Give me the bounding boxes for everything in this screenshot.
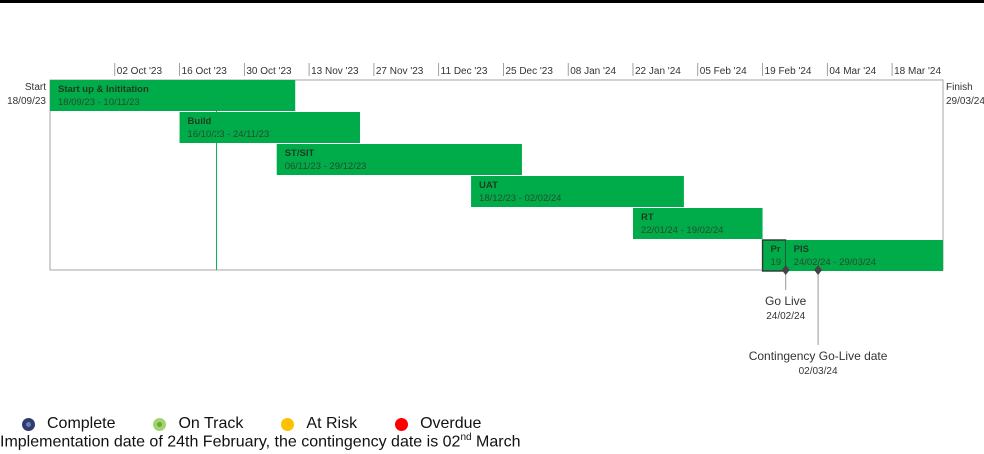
tick-label: 22 Jan '24	[635, 66, 681, 77]
legend-item-complete: Complete	[22, 415, 115, 433]
legend-item-overdue: Overdue	[395, 415, 481, 433]
task-name: Pr	[771, 244, 781, 255]
task-dates: 19	[771, 257, 782, 268]
tick-label: 08 Jan '24	[570, 66, 616, 77]
implementation-note: Implementation date of 24th February, th…	[0, 432, 520, 451]
start-date: 18/09/23	[7, 96, 46, 107]
at-risk-dot-icon	[281, 417, 295, 431]
tick-label: 05 Feb '24	[700, 66, 747, 77]
complete-dot-icon	[22, 417, 35, 431]
task-dates: 24/02/24 - 29/03/24	[794, 257, 876, 268]
finish-date: 29/03/24	[946, 96, 984, 107]
task-dates: 06/11/23 - 29/12/23	[285, 161, 367, 172]
task-name: Start up & Inititation	[58, 84, 149, 95]
task-dates: 22/01/24 - 19/02/24	[641, 225, 723, 236]
milestone-diamond-icon	[781, 265, 790, 275]
overdue-dot-icon	[395, 417, 409, 431]
chart-frame	[49, 79, 944, 271]
tick-label: 19 Feb '24	[765, 66, 812, 77]
tick-label: 16 Oct '23	[182, 66, 228, 77]
task-dates: 18/09/23 - 10/11/23	[58, 97, 140, 108]
task-bar	[179, 112, 361, 143]
task-bar	[276, 144, 522, 175]
tick-label: 27 Nov '23	[376, 66, 424, 77]
top-rule	[0, 0, 984, 3]
legend-label: Overdue	[420, 415, 482, 432]
legend-label: Complete	[47, 415, 116, 432]
milestone-date: 24/02/24	[766, 311, 805, 322]
legend-label: On Track	[178, 415, 244, 432]
tick-label: 04 Mar '24	[829, 66, 876, 77]
task-name: ST/SIT	[285, 148, 315, 159]
legend-item-on-track: On Track	[153, 415, 243, 433]
tick-label: 25 Dec '23	[505, 66, 553, 77]
legend-label: At Risk	[306, 415, 358, 432]
status-legend: Complete On Track At Risk Overdue	[22, 414, 519, 434]
tick-label: 11 Dec '23	[441, 66, 488, 77]
milestone-date: 02/03/24	[799, 366, 838, 377]
milestone-label: Contingency Go-Live date	[749, 349, 888, 363]
milestone-label: Go Live	[765, 294, 807, 308]
tick-label: 13 Nov '23	[311, 66, 359, 77]
task-name: UAT	[479, 180, 498, 191]
tick-label: 30 Oct '23	[246, 66, 292, 77]
start-label: Start	[25, 82, 46, 93]
task-dates: 16/10/23 - 24/11/23	[188, 129, 270, 140]
task-name: PIS	[794, 244, 809, 255]
task-bar	[471, 176, 684, 207]
milestone-diamond-icon	[814, 265, 823, 275]
tick-label: 02 Oct '23	[117, 66, 163, 77]
legend-item-at-risk: At Risk	[281, 415, 357, 433]
on-track-dot-icon	[153, 417, 167, 431]
task-bar	[50, 80, 296, 111]
task-bar	[785, 240, 943, 271]
tick-label: 18 Mar '24	[894, 66, 941, 77]
task-bar	[761, 239, 787, 272]
finish-label: Finish	[946, 82, 973, 93]
task-name: Build	[188, 116, 212, 127]
task-name: RT	[641, 212, 654, 223]
task-bar	[632, 208, 763, 239]
gantt-chart: 02 Oct '23 16 Oct '23 30 Oct '23 13 Nov '23…	[7, 63, 984, 377]
task-dates: 18/12/23 - 02/02/24	[479, 193, 561, 204]
note-text: Implementation date of 24th February, th…	[0, 433, 461, 451]
note-superscript: nd	[460, 432, 472, 443]
note-text-end: March	[471, 433, 521, 451]
